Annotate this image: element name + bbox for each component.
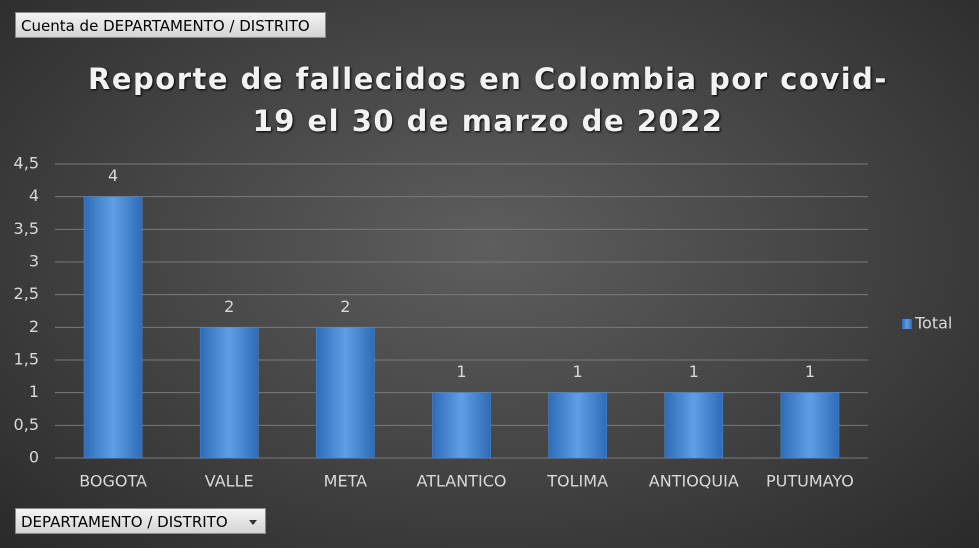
x-tick-label: PUTUMAYO: [766, 472, 854, 491]
x-tick-label: META: [324, 472, 367, 491]
bar: [316, 327, 375, 459]
y-tick-label: 0,5: [14, 415, 39, 434]
x-tick-label: ANTIOQUIA: [649, 472, 739, 491]
y-tick-label: 4: [29, 186, 39, 205]
data-label: 4: [108, 166, 118, 185]
data-label: 1: [689, 362, 699, 381]
value-field-button[interactable]: Cuenta de DEPARTAMENTO / DISTRITO: [15, 12, 326, 38]
x-tick-label: TOLIMA: [546, 472, 608, 491]
y-tick-label: 3: [29, 252, 39, 271]
x-tick-label: ATLANTICO: [417, 472, 507, 491]
y-tick-label: 4,5: [14, 154, 39, 173]
legend-label: Total: [914, 314, 952, 333]
button-label: Cuenta de DEPARTAMENTO / DISTRITO: [21, 17, 310, 35]
dropdown-arrow: [249, 520, 257, 525]
data-label: 2: [224, 297, 234, 316]
data-label: 1: [456, 362, 466, 381]
bar: [664, 392, 724, 459]
bar: [548, 392, 607, 459]
bar: [432, 392, 491, 459]
y-tick-label: 1: [29, 382, 39, 401]
chart-title: Reporte de fallecidos en Colombia por co…: [88, 62, 888, 138]
data-label: 1: [573, 362, 583, 381]
y-tick-label: 3,5: [14, 219, 39, 238]
bar: [199, 327, 259, 459]
data-label: 2: [340, 297, 350, 316]
x-tick-label: BOGOTA: [79, 472, 147, 491]
data-label: 1: [805, 362, 815, 381]
y-tick-label: 0: [29, 448, 39, 467]
y-tick-label: 1,5: [14, 350, 39, 369]
legend-swatch: [902, 319, 912, 329]
button-label: DEPARTAMENTO / DISTRITO: [21, 513, 228, 531]
axis-field-button[interactable]: DEPARTAMENTO / DISTRITO: [15, 508, 266, 534]
y-tick-label: 2: [29, 317, 39, 336]
bar: [83, 196, 143, 459]
y-tick-label: 2,5: [14, 284, 39, 303]
x-tick-label: VALLE: [205, 472, 254, 491]
bar: [780, 392, 840, 459]
